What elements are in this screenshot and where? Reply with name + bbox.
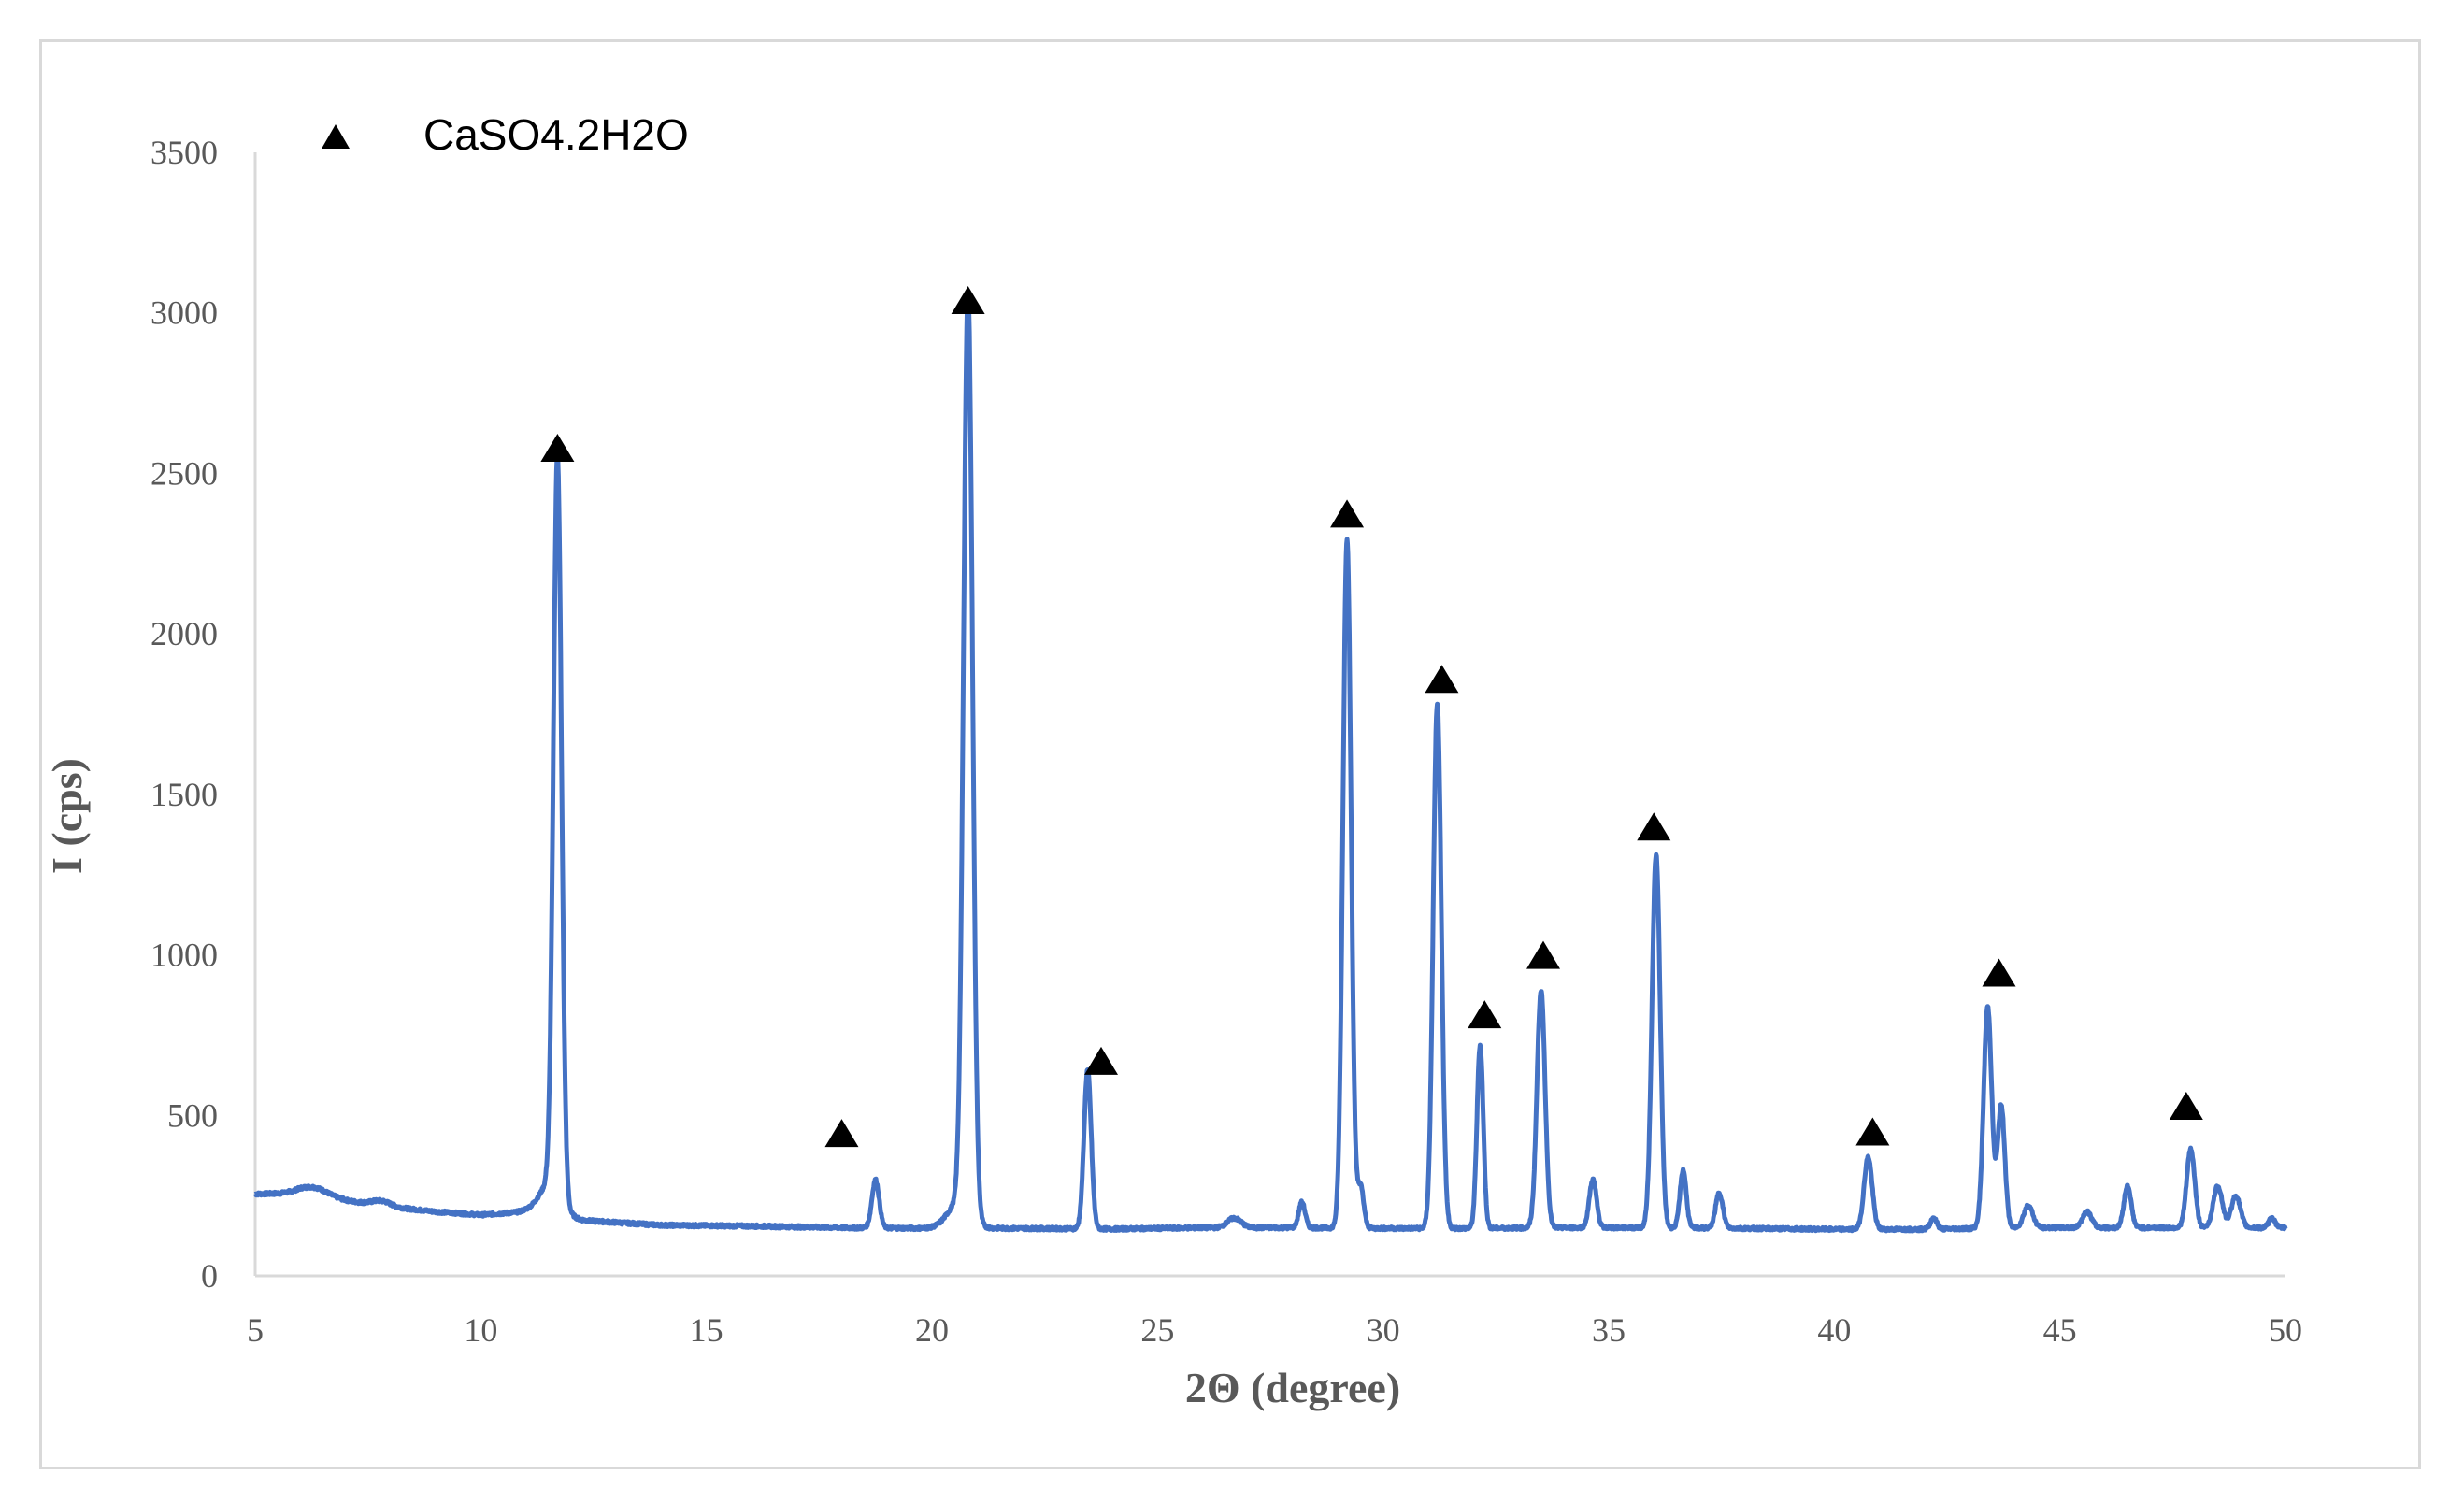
peak-marker-triangle [951,285,985,314]
peak-marker-triangle [1526,940,1561,969]
legend-triangle-icon [322,124,350,149]
peak-marker-triangle [540,433,575,462]
x-tick-label: 25 [1140,1311,1174,1349]
y-tick-label: 1500 [150,776,218,813]
peak-marker-triangle [1637,812,1671,841]
peak-marker-triangle [2169,1091,2203,1120]
y-tick-label: 2000 [150,615,218,652]
x-tick-label: 15 [690,1311,723,1349]
x-tick-label: 40 [1817,1311,1851,1349]
x-axis-title: 2Θ (degree) [1185,1364,1400,1411]
peak-marker-triangle [1468,1000,1502,1029]
series-line [253,290,2288,1234]
legend-label: CaSO4.2H2O [423,110,689,159]
y-tick-label: 500 [167,1096,218,1134]
y-tick-label: 3500 [150,134,218,171]
y-tick-label: 2500 [150,454,218,492]
x-tick-label: 10 [464,1311,497,1349]
x-tick-label: 35 [1592,1311,1626,1349]
y-axis-title: I (cps) [43,758,91,874]
y-tick-labels: 0 500 1000 1500 2000 2500 3000 3500 [150,134,218,1295]
legend: CaSO4.2H2O [322,110,689,159]
x-tick-labels: 5 10 15 20 25 30 35 40 45 50 [247,1311,2302,1349]
series-layer [253,290,2288,1234]
peak-marker-triangle [1084,1046,1118,1075]
peak-marker-triangle [1855,1117,1890,1146]
y-tick-label: 0 [201,1257,218,1295]
y-tick-label: 1000 [150,937,218,974]
chart-svg: 0 500 1000 1500 2000 2500 3000 3500 5 10 15 20 25 30… [43,110,2302,1411]
peak-marker-triangle [1330,499,1365,528]
peak-marker-triangle [824,1119,859,1148]
peak-marker-triangle [1425,665,1459,694]
chart-frame: 0 500 1000 1500 2000 2500 3000 3500 5 10 15 20 25 30… [39,39,2421,1469]
x-tick-label: 50 [2269,1311,2302,1349]
peak-markers [540,285,2203,1148]
y-tick-label: 3000 [150,294,218,332]
axes [253,152,2285,1278]
x-tick-label: 5 [247,1311,264,1349]
x-tick-label: 30 [1367,1311,1400,1349]
x-tick-label: 45 [2043,1311,2077,1349]
peak-marker-triangle [1982,958,2016,987]
x-tick-label: 20 [915,1311,949,1349]
